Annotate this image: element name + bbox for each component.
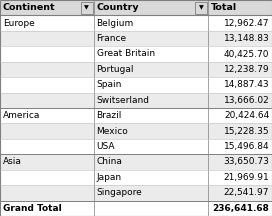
- Bar: [208, 185, 272, 201]
- Bar: [81, 2, 93, 14]
- Bar: [0, 185, 94, 201]
- Bar: [94, 46, 208, 62]
- Bar: [94, 139, 208, 154]
- Text: Japan: Japan: [97, 173, 122, 182]
- Text: Belgium: Belgium: [97, 19, 134, 28]
- Bar: [208, 77, 272, 93]
- Text: 12,962.47: 12,962.47: [224, 19, 269, 28]
- Bar: [81, 2, 93, 14]
- Bar: [0, 77, 94, 93]
- Bar: [0, 93, 94, 108]
- Text: Singapore: Singapore: [97, 188, 142, 197]
- Text: America: America: [3, 111, 40, 120]
- Text: Brazil: Brazil: [97, 111, 122, 120]
- Bar: [94, 185, 208, 201]
- Bar: [208, 123, 272, 139]
- Text: ▼: ▼: [199, 5, 203, 10]
- Bar: [94, 108, 208, 123]
- Text: 20,424.64: 20,424.64: [224, 111, 269, 120]
- Bar: [0, 154, 94, 170]
- Bar: [208, 201, 272, 216]
- Bar: [0, 108, 94, 123]
- Bar: [94, 201, 208, 216]
- Bar: [0, 62, 94, 77]
- Text: Total: Total: [211, 3, 237, 12]
- Text: 22,541.97: 22,541.97: [224, 188, 269, 197]
- Text: Europe: Europe: [3, 19, 35, 28]
- Bar: [94, 170, 208, 185]
- Bar: [0, 15, 94, 31]
- Text: 15,496.84: 15,496.84: [224, 142, 269, 151]
- Bar: [94, 123, 208, 139]
- Text: Asia: Asia: [3, 157, 21, 167]
- Bar: [94, 77, 208, 93]
- Bar: [0, 123, 94, 139]
- Text: 12,238.79: 12,238.79: [224, 65, 269, 74]
- Bar: [94, 31, 208, 46]
- Text: ▼: ▼: [84, 5, 89, 10]
- Bar: [94, 62, 208, 77]
- Bar: [208, 62, 272, 77]
- Text: Country: Country: [97, 3, 139, 12]
- Bar: [208, 46, 272, 62]
- Bar: [94, 0, 208, 15]
- Bar: [0, 170, 94, 185]
- Text: 15,228.35: 15,228.35: [224, 127, 269, 136]
- Text: Great Britain: Great Britain: [97, 49, 155, 59]
- Bar: [208, 31, 272, 46]
- Bar: [0, 31, 94, 46]
- Bar: [208, 108, 272, 123]
- Text: 14,887.43: 14,887.43: [224, 80, 269, 89]
- Text: Continent: Continent: [3, 3, 55, 12]
- Text: Spain: Spain: [97, 80, 122, 89]
- Bar: [0, 46, 94, 62]
- Bar: [208, 93, 272, 108]
- Text: 236,641.68: 236,641.68: [212, 204, 269, 213]
- Bar: [94, 93, 208, 108]
- Bar: [94, 154, 208, 170]
- Bar: [208, 0, 272, 15]
- Bar: [208, 154, 272, 170]
- Text: Mexico: Mexico: [97, 127, 128, 136]
- Text: 13,666.02: 13,666.02: [224, 96, 269, 105]
- Text: France: France: [97, 34, 127, 43]
- Bar: [0, 201, 94, 216]
- Text: China: China: [97, 157, 122, 167]
- Bar: [208, 139, 272, 154]
- Text: USA: USA: [97, 142, 115, 151]
- Text: 33,650.73: 33,650.73: [223, 157, 269, 167]
- Bar: [94, 15, 208, 31]
- Bar: [208, 170, 272, 185]
- Bar: [0, 0, 94, 15]
- Text: 40,425.70: 40,425.70: [224, 49, 269, 59]
- Bar: [208, 15, 272, 31]
- Bar: [195, 2, 207, 14]
- Text: Switserland: Switserland: [97, 96, 150, 105]
- Text: 13,148.83: 13,148.83: [224, 34, 269, 43]
- Bar: [0, 139, 94, 154]
- Text: Grand Total: Grand Total: [3, 204, 61, 213]
- Bar: [195, 2, 207, 14]
- Text: Portugal: Portugal: [97, 65, 134, 74]
- Text: 21,969.91: 21,969.91: [224, 173, 269, 182]
